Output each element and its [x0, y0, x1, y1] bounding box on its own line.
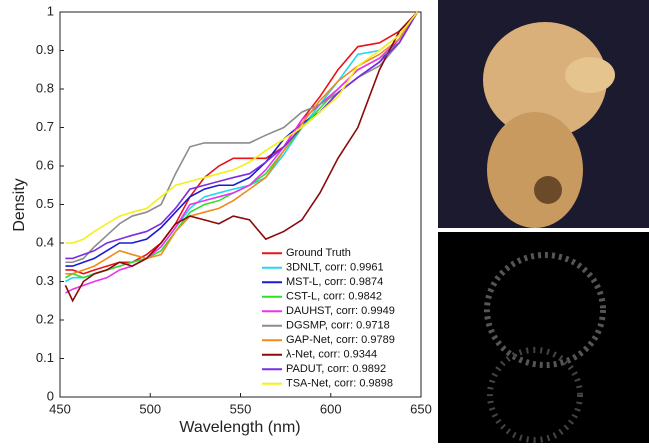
y-tick-label: 0.1: [36, 350, 54, 365]
series-line: [65, 11, 419, 275]
series-line: [65, 11, 419, 294]
legend-label: PADUT, corr: 0.9892: [286, 363, 386, 375]
y-tick-label: 0.5: [36, 196, 54, 211]
y-tick-label: 0.7: [36, 119, 54, 134]
series-line: [65, 11, 419, 244]
y-tick-label: 0.2: [36, 311, 54, 326]
y-tick-label: 1: [47, 3, 54, 18]
series-line: [65, 11, 418, 275]
x-tick-label: 450: [49, 401, 71, 416]
legend-label: DGSMP, corr: 0.9718: [286, 320, 390, 332]
lion-body: [487, 112, 583, 228]
top-image: [438, 0, 649, 228]
y-tick-label: 0.6: [36, 157, 54, 172]
legend-label: λ-Net, corr: 0.9344: [286, 349, 377, 361]
tail-curl: [534, 176, 562, 204]
y-tick-label: 0.9: [36, 42, 54, 57]
image-background: [438, 232, 649, 443]
legend-label: MST-L, corr: 0.9874: [286, 276, 383, 288]
error-body: [487, 347, 583, 443]
x-tick-label: 550: [230, 401, 252, 416]
x-tick-label: 600: [320, 401, 342, 416]
legend-label: 3DNLT, corr: 0.9961: [286, 262, 384, 274]
bottom-image: [438, 232, 649, 443]
y-tick-label: 0: [47, 388, 54, 403]
legend-label: Ground Truth: [286, 247, 351, 259]
lion-snout: [565, 57, 615, 93]
series-line: [64, 11, 418, 303]
legend-label: CST-L, corr: 0.9842: [286, 291, 382, 303]
y-tick-label: 0.3: [36, 273, 54, 288]
legend-label: GAP-Net, corr: 0.9789: [286, 334, 395, 346]
y-axis-label: Density: [11, 178, 28, 231]
x-tick-label: 500: [139, 401, 161, 416]
error-head: [484, 252, 606, 368]
legend-label: DAUHST, corr: 0.9949: [286, 305, 395, 317]
x-tick-label: 650: [410, 401, 432, 416]
x-axis-label: Wavelength (nm): [179, 419, 300, 436]
y-tick-label: 0.8: [36, 80, 54, 95]
y-tick-label: 0.4: [36, 234, 54, 249]
lion-head: [483, 22, 607, 138]
legend-label: TSA-Net, corr: 0.9898: [286, 378, 393, 390]
